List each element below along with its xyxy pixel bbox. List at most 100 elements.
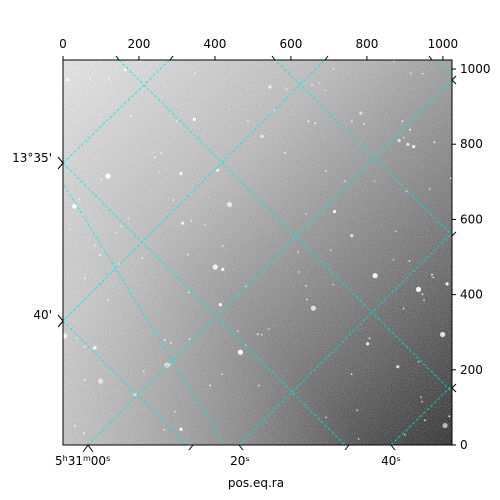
left-dec-axis: 13°35' 40' — [12, 151, 64, 328]
star — [403, 136, 405, 139]
star — [221, 373, 223, 375]
star — [332, 209, 337, 214]
star — [268, 85, 272, 89]
star — [397, 138, 401, 143]
star — [75, 337, 78, 340]
star — [285, 88, 288, 91]
star — [305, 285, 307, 287]
star — [424, 419, 426, 422]
star — [406, 142, 410, 146]
star — [65, 78, 70, 82]
star — [153, 156, 156, 159]
star — [257, 384, 260, 387]
star — [324, 170, 327, 172]
star — [192, 117, 196, 121]
star — [74, 425, 76, 427]
star — [409, 128, 412, 131]
star — [221, 245, 224, 247]
star — [305, 213, 307, 215]
star — [93, 346, 97, 350]
star — [209, 384, 211, 387]
star — [169, 363, 172, 366]
star — [392, 60, 395, 62]
star — [92, 348, 95, 351]
star — [179, 427, 183, 431]
right-grid-crossings — [451, 75, 457, 393]
star — [216, 168, 220, 172]
star — [244, 285, 247, 288]
star — [84, 378, 86, 381]
top-pixel-axis: 0 200 400 600 800 1000 — [59, 37, 458, 60]
star — [63, 98, 65, 101]
star — [330, 249, 332, 252]
star — [421, 72, 424, 75]
top-tick-label: 400 — [204, 37, 227, 51]
star — [448, 415, 451, 418]
star — [408, 260, 411, 262]
star — [363, 123, 365, 126]
star — [160, 152, 162, 155]
star — [181, 221, 185, 225]
star — [306, 298, 308, 301]
star — [105, 173, 111, 179]
star — [99, 113, 102, 116]
grid-line-ra — [87, 79, 452, 445]
star — [163, 428, 166, 431]
star — [164, 362, 170, 368]
star — [310, 305, 316, 311]
star — [98, 378, 104, 384]
star — [84, 277, 87, 280]
coordinate-grid — [63, 60, 452, 445]
star — [394, 230, 397, 233]
star — [68, 228, 71, 231]
star-field — [63, 60, 452, 440]
star — [256, 333, 259, 336]
ra-tick-label-40s: 40ˢ — [381, 454, 401, 468]
star — [107, 78, 110, 80]
top-tick-label: 200 — [128, 37, 151, 51]
star — [449, 177, 452, 180]
star — [190, 219, 193, 222]
top-grid-crossings — [115, 55, 433, 61]
star — [237, 349, 243, 355]
star — [72, 203, 78, 209]
sky-image — [63, 60, 452, 445]
star — [432, 276, 435, 279]
right-tick-label: 0 — [460, 438, 468, 452]
star — [99, 254, 102, 256]
star — [442, 422, 448, 429]
star — [158, 170, 160, 173]
top-tick-label: 600 — [279, 37, 302, 51]
star — [247, 120, 249, 123]
star — [402, 307, 405, 310]
star — [221, 267, 225, 271]
star — [120, 225, 123, 228]
star — [89, 77, 91, 79]
star — [332, 67, 335, 70]
star — [170, 342, 172, 344]
star — [130, 114, 133, 117]
top-tick-label: 1000 — [428, 37, 459, 51]
ra-tick-label-20s: 20ˢ — [230, 454, 250, 468]
dec-tick-label-40: 40' — [33, 308, 52, 322]
plot-frame — [62, 59, 453, 446]
star — [401, 120, 404, 123]
right-tick-label: 600 — [460, 212, 483, 226]
star — [187, 253, 189, 256]
top-tick-label: 0 — [59, 37, 67, 51]
star — [420, 396, 422, 399]
bottom-ra-axis: 5h31m00s 20ˢ 40ˢ pos.eq.ra — [55, 444, 401, 490]
star — [428, 188, 431, 190]
star — [115, 231, 118, 234]
star — [417, 360, 420, 363]
star — [237, 330, 239, 333]
star — [174, 410, 177, 413]
grid-line-dec — [63, 162, 346, 445]
grid-line-ra — [238, 232, 452, 445]
star — [307, 120, 310, 123]
star — [172, 199, 175, 202]
star — [403, 433, 406, 436]
star — [227, 201, 233, 208]
star — [440, 331, 446, 338]
star — [284, 152, 286, 154]
